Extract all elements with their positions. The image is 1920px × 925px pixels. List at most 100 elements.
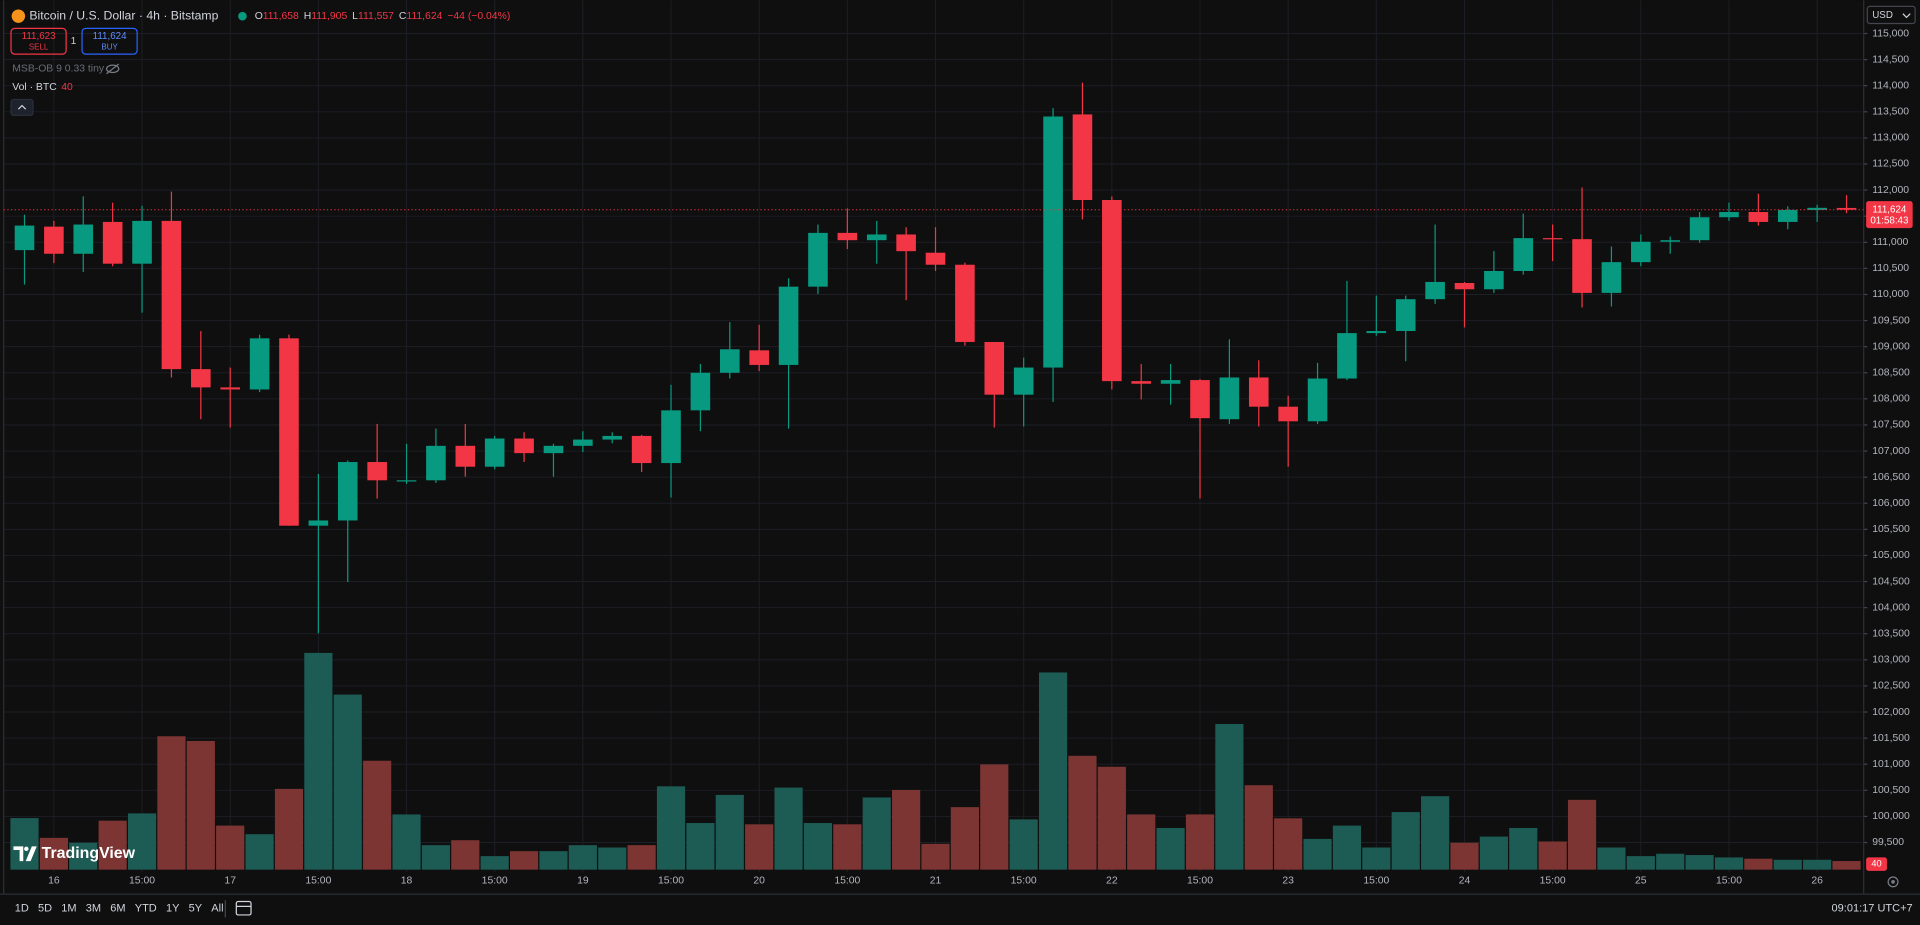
range-button[interactable]: 1M (61, 903, 76, 915)
volume-bar (157, 736, 186, 870)
volume-bar (1626, 856, 1655, 870)
ohlc-key: L (352, 11, 358, 22)
candle-body (1131, 381, 1152, 384)
candle-body (1307, 378, 1328, 422)
candle-body (896, 234, 916, 252)
y-tick-label: 101,000 (1872, 759, 1910, 770)
volume-bar (1038, 672, 1068, 870)
y-tick-label: 100,000 (1872, 811, 1910, 822)
currency-button[interactable] (1866, 5, 1916, 25)
y-tick-label: 100,500 (1872, 785, 1910, 796)
candle (1601, 246, 1622, 307)
symbol-title[interactable]: Bitcoin / U.S. Dollar · 4h · Bitstamp (29, 8, 218, 22)
volume-bar (39, 837, 68, 870)
candle (543, 443, 564, 477)
range-button[interactable]: All (211, 903, 223, 915)
settings-button[interactable] (1887, 876, 1899, 888)
candle-body (808, 232, 828, 287)
x-tick-label: 15:00 (658, 875, 684, 886)
volume-bar (745, 824, 774, 870)
volume-bar (392, 814, 421, 870)
candle-body (1160, 380, 1181, 384)
x-tick-label: 20 (753, 875, 765, 886)
candle (1366, 295, 1387, 336)
candle (514, 432, 534, 463)
candle (1043, 108, 1063, 402)
volume-bar (1744, 858, 1773, 870)
volume-bar (774, 787, 803, 870)
y-tick-label: 105,000 (1872, 550, 1910, 561)
candle (1689, 212, 1710, 243)
volume-bar (892, 789, 921, 870)
x-tick-label: 15:00 (1716, 875, 1742, 886)
volume-bar (451, 840, 480, 870)
price-tag (1866, 201, 1913, 229)
x-tick-label: 26 (1811, 875, 1823, 886)
x-tick-label: 25 (1635, 875, 1647, 886)
y-tick-label: 109,500 (1872, 315, 1910, 326)
change: −44 (−0.04%) (447, 11, 510, 22)
y-tick-label: 102,500 (1872, 681, 1910, 692)
y-tick-label: 113,000 (1872, 133, 1909, 144)
candle-body (720, 349, 740, 373)
candle-body (1337, 333, 1357, 379)
logo[interactable] (13, 846, 37, 862)
candle-body (690, 372, 711, 411)
buy-button[interactable] (81, 27, 138, 55)
range-button[interactable]: 5Y (189, 903, 203, 915)
collapse-button[interactable] (10, 98, 34, 116)
volume-bar (950, 807, 979, 870)
candle-body (161, 220, 182, 370)
candle-body (1631, 241, 1651, 263)
candle-body (1219, 377, 1240, 420)
range-button[interactable]: 1D (15, 903, 29, 915)
sell-button[interactable] (10, 27, 67, 55)
market-status (238, 11, 247, 21)
volume-bar (1391, 812, 1420, 870)
volume-bar (333, 694, 362, 870)
bottom-toolbar: 1D 5D 1M 3M 6M YTD 1Y 5Y All (15, 903, 224, 915)
range-button[interactable]: 5D (38, 903, 52, 915)
candle-body (220, 387, 240, 390)
candle-body (1395, 299, 1416, 332)
volume-bar (1274, 818, 1303, 870)
y-tick-label: 107,500 (1872, 420, 1910, 431)
candle (602, 432, 623, 444)
candle (1278, 395, 1298, 467)
y-tick-label: 104,000 (1872, 602, 1910, 613)
ohlc-value: 111,905 (311, 11, 347, 22)
range-button[interactable]: 3M (86, 903, 101, 915)
volume-tag-label: 40 (1871, 859, 1881, 869)
candle-body (1425, 281, 1445, 300)
candle-body (955, 264, 975, 342)
candle-body (984, 341, 1005, 395)
y-tick-label: 110,500 (1872, 263, 1909, 274)
y-tick-label: 112,500 (1872, 159, 1909, 170)
calendar-button[interactable] (235, 900, 252, 916)
range-button[interactable]: 1Y (166, 903, 180, 915)
candle-body (455, 445, 476, 467)
candle (44, 220, 64, 264)
candle (720, 322, 740, 379)
candle-body (1366, 331, 1387, 334)
y-tick-label: 114,000 (1872, 80, 1909, 91)
range-button[interactable]: 6M (110, 903, 125, 915)
candle (631, 434, 652, 472)
candle (896, 227, 916, 301)
range-button[interactable]: YTD (135, 903, 157, 915)
visibility-icon[interactable] (105, 63, 120, 75)
y-tick-label: 111,000 (1872, 237, 1908, 248)
candle-body (778, 286, 799, 365)
candle-layer (14, 82, 1857, 634)
ohlc-key: C (399, 11, 407, 22)
volume-bar (1450, 842, 1479, 870)
candle (1072, 82, 1093, 220)
candle (1660, 236, 1680, 254)
volume-bar (10, 818, 39, 870)
candle (161, 191, 182, 378)
candle-body (631, 435, 652, 464)
candle-body (1190, 380, 1210, 419)
volume-bar (1509, 827, 1538, 870)
indicator-legend: MSB-OB 9 0.33 tiny (12, 64, 105, 75)
